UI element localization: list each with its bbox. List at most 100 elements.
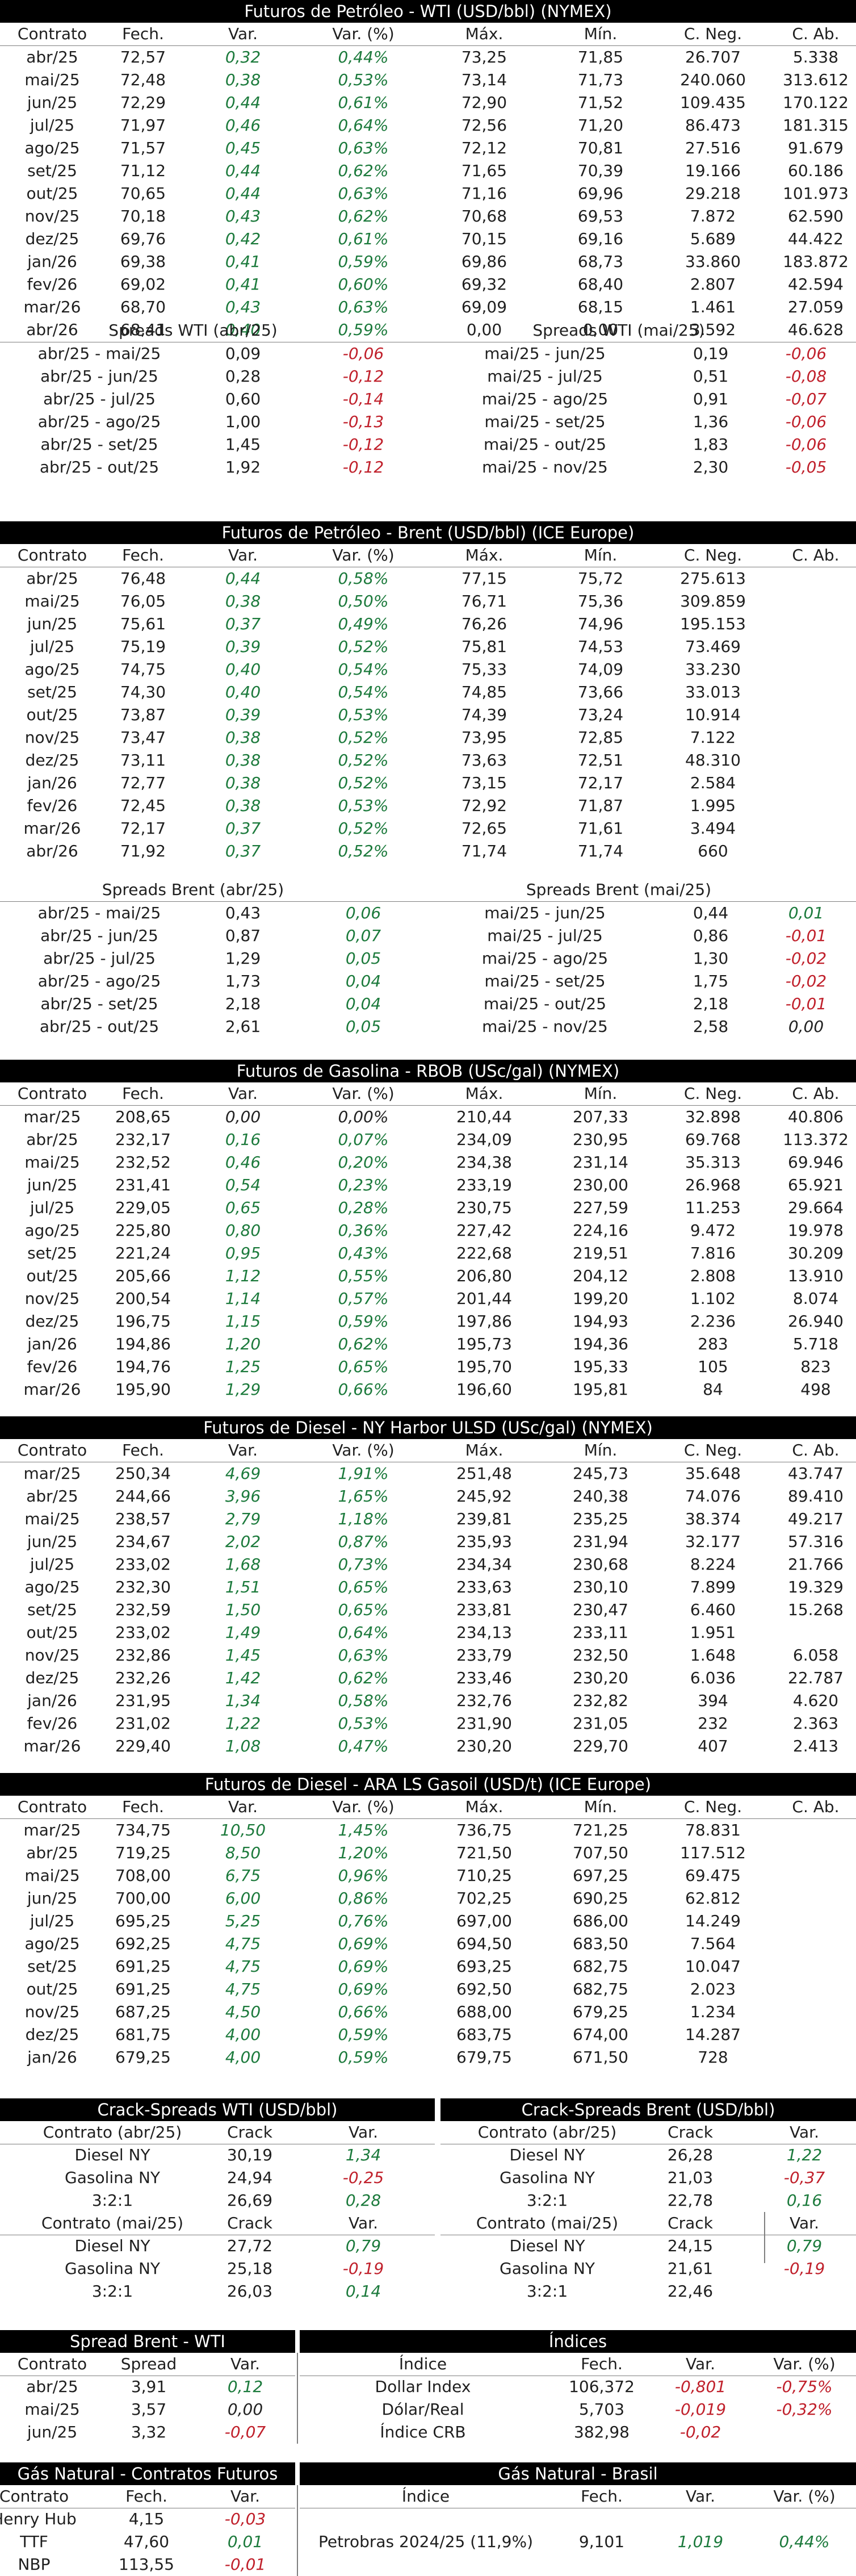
indices-header-cell: Fech. — [581, 2355, 623, 2373]
ulsd-cell: 232,59 — [115, 1600, 171, 1619]
brent-cell: 33.230 — [685, 660, 741, 679]
crack-brent-mai-header-cell: Contrato (mai/25) — [476, 2214, 619, 2232]
wti-cell: 71,97 — [120, 116, 166, 135]
ulsd-cell: 0,65% — [338, 1600, 389, 1619]
gas-futures-cell: TTF — [20, 2532, 48, 2551]
crack-wti-abr-header: Contrato (abr/25) Crack Var. — [0, 2121, 435, 2144]
ulsd-cell: 235,93 — [456, 1532, 512, 1551]
wti-cell: 0,41 — [225, 275, 261, 294]
gasoil-cell: set/25 — [27, 1957, 77, 1976]
brent-row: jan/26 72,77 0,38 0,52% 73,15 72,17 2.584 — [0, 772, 856, 794]
rbob-cell: 196,75 — [115, 1312, 171, 1331]
brent-spread-cell: 0,04 — [345, 972, 381, 990]
brent-cell: 0,37 — [225, 842, 261, 860]
gasoil-header-cell: Var. — [228, 1797, 258, 1816]
wti-cell: 70,15 — [461, 229, 507, 248]
brent-cell: 72,65 — [461, 819, 507, 838]
gasoil-table: Futuros de Diesel - ARA LS Gasoil (USD/t… — [0, 1773, 856, 2069]
gas-futures-row: NBP 113,55 -0,01 — [0, 2553, 295, 2576]
gasoil-cell: 721,25 — [573, 1821, 628, 1839]
brent-cell — [767, 726, 856, 749]
ulsd-cell: 1,45 — [225, 1646, 261, 1665]
wti-spread-cell: 1,00 — [225, 412, 261, 431]
gasoil-row: jun/25 700,00 6,00 0,86% 702,25 690,25 62.812 — [0, 1887, 856, 1910]
brent-cell: 75,61 — [120, 614, 166, 633]
rbob-cell: 233,19 — [456, 1176, 512, 1194]
gasoil-cell: dez/25 — [25, 2025, 79, 2044]
rbob-cell: 219,51 — [573, 1244, 628, 1262]
indices-cell: Dollar Index — [375, 2377, 471, 2396]
wti-cell: fev/26 — [27, 275, 78, 294]
gasoil-cell — [767, 1864, 856, 1887]
brent-cell: 0,52% — [338, 842, 389, 860]
gas-futures-title: Gás Natural - Contratos Futuros — [0, 2462, 295, 2485]
rbob-cell: 65.921 — [788, 1176, 844, 1194]
rbob-cell: 0,54 — [225, 1176, 261, 1194]
wti-spread-cell: 0,51 — [693, 367, 729, 386]
gasoil-cell: 8,50 — [225, 1843, 261, 1862]
wti-cell: 2.807 — [690, 275, 736, 294]
wti-cell: 3.592 — [690, 320, 736, 339]
indices-title: Índices — [300, 2330, 856, 2353]
gasoil-cell: jun/25 — [27, 1889, 78, 1908]
ulsd-cell — [767, 1621, 856, 1644]
wti-cell: 73,25 — [461, 48, 507, 66]
ulsd-cell: 231,05 — [573, 1714, 628, 1733]
brent-spread-cell: 0,04 — [345, 994, 381, 1013]
brent-cell: 0,39 — [225, 705, 261, 724]
rbob-cell: 29.664 — [788, 1198, 844, 1217]
ulsd-cell: fev/26 — [27, 1714, 78, 1733]
brent-row: abr/26 71,92 0,37 0,52% 71,74 71,74 660 — [0, 840, 856, 863]
rbob-cell: 195,81 — [573, 1380, 628, 1399]
wti-row: set/25 71,12 0,44 0,62% 71,65 70,39 19.166 60.1… — [0, 160, 856, 182]
ulsd-cell: 232,30 — [115, 1578, 171, 1596]
gasoil-cell: mar/25 — [23, 1821, 81, 1839]
gasoil-cell: 0,59% — [338, 2025, 389, 2044]
rbob-row: mai/25 232,52 0,46 0,20% 234,38 231,14 35.313 6… — [0, 1151, 856, 1174]
wti-spreads-right-title: Spreads WTI (mai/25) — [532, 321, 705, 340]
brent-cell: 0,38 — [225, 728, 261, 747]
gasoil-cell: 728 — [698, 2048, 728, 2067]
ulsd-cell: 15.268 — [788, 1600, 844, 1619]
wti-cell: 72,56 — [461, 116, 507, 135]
rbob-table: Futuros de Gasolina - RBOB (USc/gal) (NY… — [0, 1060, 856, 1401]
ulsd-cell: 407 — [698, 1737, 728, 1755]
rbob-cell: 0,00% — [338, 1107, 389, 1126]
crack-wti-mai-header-cell: Crack — [227, 2214, 272, 2232]
wti-cell: 0,61% — [338, 229, 389, 248]
brent-spread-cell: 2,18 — [225, 994, 261, 1013]
wti-cell: 69,38 — [120, 252, 166, 271]
gas-brasil-row: Petrobras 2024/25 (11,9%) 9,101 1,019 0,44% — [0, 2531, 856, 2553]
rbob-cell: jan/26 — [27, 1335, 77, 1353]
rbob-header-cell: Máx. — [465, 1084, 503, 1103]
rbob-header-cell: Var. (%) — [332, 1084, 395, 1103]
brent-cell — [767, 817, 856, 840]
rbob-cell: 1,12 — [225, 1266, 261, 1285]
wti-cell: 0,44 — [225, 184, 261, 203]
wti-cell: 42.594 — [788, 275, 844, 294]
gasoil-cell: 694,50 — [456, 1934, 512, 1953]
crack-wti-abr-cell: 1,34 — [345, 2146, 381, 2164]
brent-cell: 76,71 — [461, 592, 507, 610]
wti-cell: 73,14 — [461, 70, 507, 89]
wti-cell: 0,43 — [225, 207, 261, 225]
wti-cell: 71,65 — [461, 161, 507, 180]
rbob-header-cell: Mín. — [584, 1084, 618, 1103]
brent-cell: 71,74 — [577, 842, 624, 860]
rbob-cell: 230,00 — [573, 1176, 628, 1194]
wti-spread-cell: abr/25 - set/25 — [40, 435, 158, 454]
brent-header-cell: C. Ab. — [792, 546, 840, 564]
gasoil-cell: 5,25 — [225, 1912, 261, 1930]
brent-spread-cell: 0,05 — [345, 1017, 381, 1036]
rbob-cell: 201,44 — [456, 1289, 512, 1308]
wti-cell: out/25 — [26, 184, 78, 203]
gasoil-cell: 702,25 — [456, 1889, 512, 1908]
ulsd-cell: 232 — [698, 1714, 728, 1733]
gasoil-header-cell: Mín. — [584, 1797, 618, 1816]
brent-row: abr/25 76,48 0,44 0,58% 77,15 75,72 275.613 — [0, 567, 856, 590]
crack-brent-mai-cell: -0,19 — [783, 2259, 825, 2278]
ulsd-header-cell: C. Neg. — [683, 1441, 742, 1460]
crack-brent-abr-cell: Gasolina NY — [500, 2168, 595, 2187]
wti-header-cell: Contrato — [17, 24, 87, 43]
brent-spreads-header: Spreads Brent (abr/25) Spreads Brent (mai… — [0, 879, 856, 902]
